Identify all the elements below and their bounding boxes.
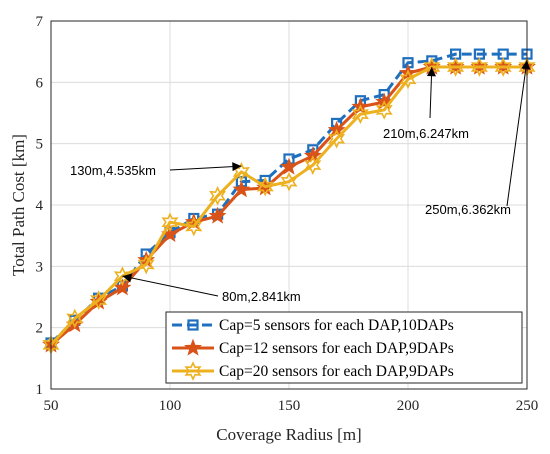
data-point [137, 254, 155, 275]
legend-box [165, 311, 523, 384]
annotation: 130m,4.535km [70, 162, 242, 178]
series-3 [42, 57, 536, 355]
data-point [375, 100, 393, 120]
arrow-head-icon [232, 162, 242, 172]
data-point [303, 146, 322, 164]
legend-label: Cap=20 sensors for each DAP,9DAPs [219, 363, 454, 380]
annotation-label: 130m,4.535km [70, 163, 156, 178]
y-tick-label: 3 [36, 259, 44, 275]
data-point [113, 278, 132, 296]
y-tick-label: 2 [36, 321, 44, 337]
data-point [209, 185, 227, 206]
legend-entry: Cap=12 sensors for each DAP,9DAPs [172, 338, 454, 357]
annotation-label: 210m,6.247km [383, 126, 469, 141]
legend-marker [184, 361, 202, 381]
data-point [161, 212, 179, 233]
data-point [304, 155, 322, 175]
tick-labels: 50 100 150 200 250 1 2 3 4 5 6 7 [36, 14, 539, 414]
legend-entry: Cap=20 sensors for each DAP,9DAPs [172, 361, 454, 381]
grid [50, 20, 528, 390]
data-point [280, 157, 298, 175]
data-point [447, 57, 465, 77]
x-tick-label: 150 [278, 398, 301, 414]
data-point [66, 308, 84, 329]
y-tick-label: 4 [36, 198, 44, 214]
data-point [113, 266, 131, 286]
data-point [256, 176, 274, 197]
x-tick-label: 250 [516, 398, 539, 414]
data-point [399, 69, 417, 90]
annotation-arrow-line [122, 275, 219, 297]
legend-marker [187, 319, 199, 331]
legend-label: Cap=5 sensors for each DAP,10DAPs [219, 317, 454, 334]
x-tick-label: 100 [159, 398, 182, 414]
x-tick-label: 50 [44, 398, 59, 414]
data-point [470, 57, 488, 77]
y-tick-label: 5 [36, 137, 44, 153]
x-axis-title: Coverage Radius [m] [216, 425, 361, 444]
annotation: 210m,6.247km [383, 67, 469, 141]
y-tick-label: 7 [36, 14, 44, 30]
legend-entry: Cap=5 sensors for each DAP,10DAPs [172, 317, 454, 334]
annotation-arrow-line [506, 60, 528, 207]
data-point [351, 104, 369, 125]
arrow-head-icon [521, 60, 531, 70]
annotation-label: 80m,2.841km [222, 289, 301, 304]
data-point [185, 216, 203, 237]
legend: Cap=5 sensors for each DAP,10DAPs Cap=12 … [165, 311, 523, 384]
y-tick-label: 6 [36, 75, 44, 91]
legend-label: Cap=12 sensors for each DAP,9DAPs [219, 340, 454, 357]
annotation-label: 250m,6.362km [425, 202, 511, 217]
legend-marker [184, 338, 202, 356]
annotations: 130m,4.535km 80m,2.841km 210m,6.247km 250m,… [70, 60, 531, 304]
data-point [208, 206, 227, 224]
y-axis-title: Total Path Cost [km] [9, 134, 28, 276]
arrow-head-icon [122, 273, 133, 283]
data-point [494, 57, 512, 77]
arrow-head-icon [426, 67, 436, 77]
annotation: 80m,2.841km [122, 273, 301, 304]
data-point [280, 171, 298, 192]
x-tick-label: 200 [397, 398, 420, 414]
data-point [90, 290, 108, 310]
data-point [328, 128, 346, 149]
annotation: 250m,6.362km [425, 60, 531, 217]
y-tick-label: 1 [36, 382, 44, 398]
plot-frame [50, 20, 528, 390]
data-point [232, 180, 251, 198]
series-line [49, 65, 527, 346]
annotation-arrow-line [169, 165, 242, 171]
